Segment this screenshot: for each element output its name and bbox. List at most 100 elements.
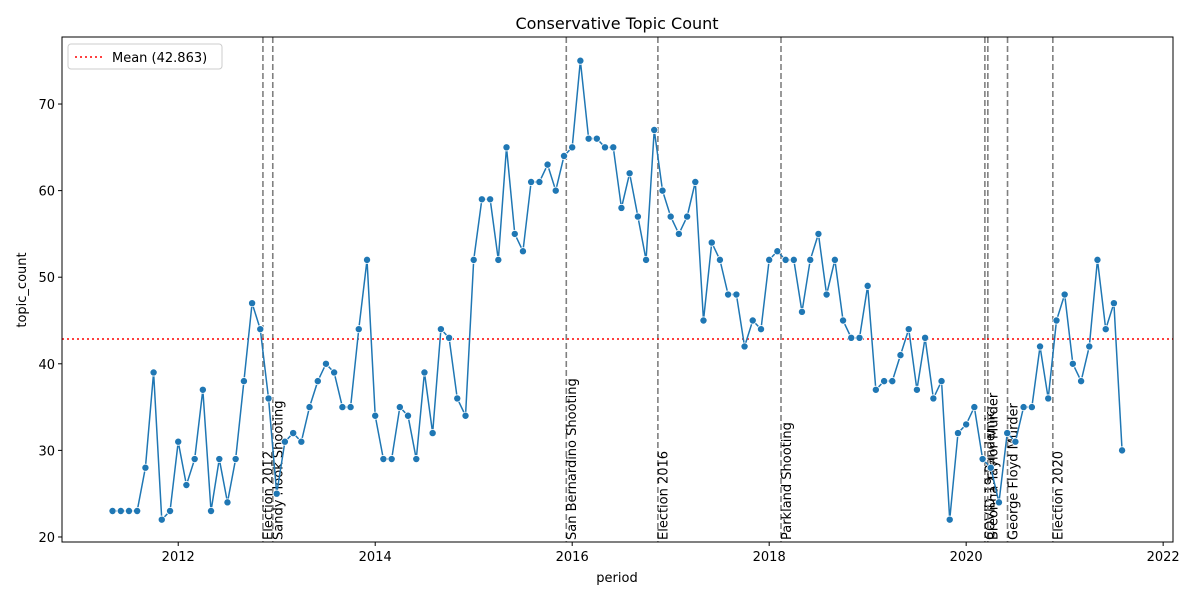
data-point <box>617 203 626 212</box>
data-point <box>912 385 921 394</box>
data-point <box>707 238 716 247</box>
data-point <box>576 56 585 65</box>
data-point <box>182 481 191 490</box>
data-point <box>1085 342 1094 351</box>
x-tick-label: 2016 <box>556 550 589 565</box>
data-point <box>486 195 495 204</box>
y-tick-label: 50 <box>38 271 55 286</box>
data-point <box>231 455 240 464</box>
data-point <box>896 351 905 360</box>
data-point <box>428 429 437 438</box>
data-point <box>1068 359 1077 368</box>
data-point <box>469 255 478 264</box>
data-point <box>420 368 429 377</box>
data-point <box>272 489 281 498</box>
data-point <box>863 281 872 290</box>
legend-label: Mean (42.863) <box>112 51 207 66</box>
data-point <box>568 143 577 152</box>
data-point <box>215 455 224 464</box>
data-point <box>666 212 675 221</box>
data-point <box>1027 403 1036 412</box>
data-point <box>945 515 954 524</box>
data-point <box>116 507 125 516</box>
data-point <box>962 420 971 429</box>
data-point <box>584 134 593 143</box>
legend-box <box>67 43 223 70</box>
data-point <box>264 394 273 403</box>
data-point <box>609 143 618 152</box>
plot-frame <box>61 36 1174 543</box>
data-point <box>239 377 248 386</box>
data-point <box>650 125 659 134</box>
data-point <box>133 507 142 516</box>
data-point <box>822 290 831 299</box>
data-point <box>740 342 749 351</box>
data-point <box>953 429 962 438</box>
data-point <box>970 403 979 412</box>
data-point <box>289 429 298 438</box>
x-tick-label: 2018 <box>753 550 786 565</box>
data-point <box>806 255 815 264</box>
data-point <box>699 316 708 325</box>
data-point <box>387 455 396 464</box>
data-point <box>174 437 183 446</box>
data-point <box>1052 316 1061 325</box>
chart-title: Conservative Topic Count <box>515 14 718 33</box>
data-point <box>921 333 930 342</box>
y-tick-label: 30 <box>38 444 55 459</box>
data-point <box>124 507 133 516</box>
data-point <box>190 455 199 464</box>
data-point <box>1036 342 1045 351</box>
legend: Mean (42.863) <box>67 43 223 70</box>
data-point <box>1101 325 1110 334</box>
data-point <box>994 498 1003 507</box>
data-point <box>904 325 913 334</box>
data-point <box>986 463 995 472</box>
data-point <box>445 333 454 342</box>
data-point <box>305 403 314 412</box>
data-point <box>789 255 798 264</box>
data-point <box>108 507 117 516</box>
data-point <box>929 394 938 403</box>
data-point <box>847 333 856 342</box>
x-axis-label: period <box>596 571 637 586</box>
data-point <box>412 455 421 464</box>
data-point <box>757 325 766 334</box>
event-label: San Bernardino Shooting <box>565 378 580 540</box>
x-tick-label: 2020 <box>950 550 983 565</box>
data-point <box>732 290 741 299</box>
data-point <box>880 377 889 386</box>
data-point <box>1044 394 1053 403</box>
data-point <box>658 186 667 195</box>
y-tick-label: 60 <box>38 185 55 200</box>
data-point <box>781 255 790 264</box>
data-point <box>765 255 774 264</box>
x-tick-label: 2012 <box>162 550 195 565</box>
y-axis-label: topic_count <box>15 252 30 327</box>
data-point <box>633 212 642 221</box>
data-point <box>248 299 257 308</box>
y-tick-label: 40 <box>38 358 55 373</box>
data-point <box>354 325 363 334</box>
data-point <box>149 368 158 377</box>
data-point <box>256 325 265 334</box>
data-point <box>888 377 897 386</box>
data-point <box>321 359 330 368</box>
data-point <box>395 403 404 412</box>
x-tick-label: 2014 <box>359 550 392 565</box>
data-point <box>543 160 552 169</box>
data-point <box>978 455 987 464</box>
data-point <box>535 177 544 186</box>
data-point <box>141 463 150 472</box>
data-point <box>461 411 470 420</box>
data-line <box>112 60 1123 522</box>
data-point <box>404 411 413 420</box>
data-point <box>1077 377 1086 386</box>
data-point <box>814 229 823 238</box>
data-point <box>223 498 232 507</box>
data-point <box>157 515 166 524</box>
data-point <box>1118 446 1127 455</box>
data-point <box>715 255 724 264</box>
data-point <box>527 177 536 186</box>
